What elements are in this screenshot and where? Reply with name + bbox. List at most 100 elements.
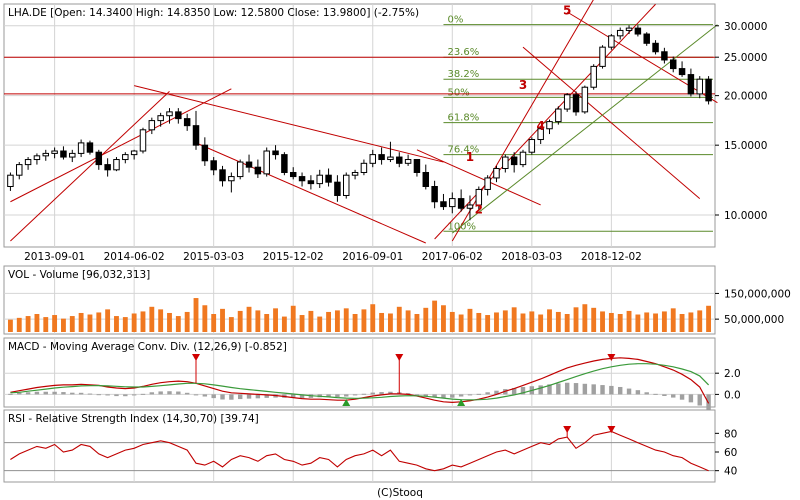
volume-bar [122,317,128,332]
volume-bar [582,304,588,332]
candle-body [192,125,200,146]
trend-line [195,142,426,244]
channel-line [522,46,701,199]
volume-bar [273,308,278,332]
macd-histogram-bar [211,394,216,399]
volume-bar [264,314,270,332]
macd-histogram-bar [105,394,110,396]
macd-histogram-bar [600,385,605,395]
candle-body [546,121,553,130]
macd-histogram-bar [158,391,163,395]
volume-bar [432,300,438,332]
price-ytick-label: 25.0000 [724,52,767,64]
candle-body [528,139,536,153]
wave-label: 2 [475,202,483,216]
candle-body [563,94,571,110]
macd-histogram-bar [556,383,561,395]
macd-histogram-bar [414,394,420,396]
macd-histogram-bar [388,391,393,395]
trend-line [134,85,444,163]
fib-level-label: 76.4% [447,145,479,156]
volume-bar [423,307,429,332]
volume-bar [281,316,287,332]
fib-level-label: 0% [447,15,463,26]
volume-bar [635,314,641,332]
candle-body [608,35,615,48]
rsi-panel-title: RSI - Relative Strength Index (14,30,70)… [8,413,259,425]
candle-body [86,142,94,153]
macd-histogram-bar [255,394,261,399]
candle-body [298,176,306,182]
candle-body [95,151,103,166]
candle-body [316,174,323,185]
volume-bar [352,314,358,332]
price-ytick-label: 20.0000 [724,91,767,103]
macd-sell-marker [192,354,201,361]
macd-histogram-bar [184,392,190,395]
candle-body [616,29,624,37]
volume-bar [688,312,694,332]
candle-body [122,154,129,161]
volume-bar [591,307,597,332]
macd-histogram-bar [582,383,588,395]
volume-bar [220,308,225,332]
macd-histogram-bar [34,391,40,395]
macd-histogram-bar [564,382,570,395]
volume-bar [361,309,367,332]
volume-bar [653,313,658,332]
volume-bar [370,304,376,332]
macd-histogram-bar [688,394,694,403]
macd-panel-frame [3,337,716,408]
macd-histogram-bar [458,394,464,397]
candle-body [457,198,465,209]
volume-bar [25,316,31,332]
volume-bar [7,319,13,332]
macd-histogram-bar [229,394,234,400]
volume-bar [697,310,703,332]
candle-body [42,152,50,157]
macd-ytick-label: 0.0 [724,389,741,401]
macd-histogram-bar [697,394,702,406]
macd-histogram-bar [264,394,269,398]
macd-histogram-bar [361,393,367,395]
macd-histogram-bar [547,384,552,395]
candle-body [254,166,262,175]
macd-histogram-bar [352,394,358,396]
macd-histogram-bar [167,391,172,395]
macd-histogram-bar [299,394,305,399]
candle-body [210,160,217,171]
price-xtick-label: 2016-09-01 [342,251,403,263]
macd-histogram-bar [573,383,579,395]
volume-bar [16,317,22,332]
candle-body [378,154,385,161]
volume-bar [485,315,491,332]
candle-body [325,174,332,183]
volume-bar [458,314,464,332]
candle-body [113,159,120,171]
candle-body [652,42,659,53]
volume-bar [87,314,93,332]
macd-histogram-bar [220,394,225,400]
candle-body [157,115,164,122]
volume-bar [167,312,172,332]
volume-ytick-label: 150,000,000 [724,288,791,300]
volume-bar [388,313,393,332]
rsi-ytick-label: 80 [724,428,737,440]
macd-histogram-bar [52,391,57,395]
volume-bar [114,316,119,332]
wave-label: 5 [563,4,571,18]
macd-histogram-bar [441,394,446,399]
macd-histogram-bar [671,394,676,398]
candle-body [510,156,518,166]
volume-bar [237,310,243,332]
candle-body [69,152,76,158]
price-xtick-label: 2013-09-01 [24,251,85,263]
candle-body [343,174,350,196]
candle-body [696,78,703,95]
candle-body [475,188,483,206]
candle-body [289,171,297,178]
macd-histogram-bar [78,392,84,395]
macd-sell-marker [607,354,616,361]
candle-body [449,198,456,208]
